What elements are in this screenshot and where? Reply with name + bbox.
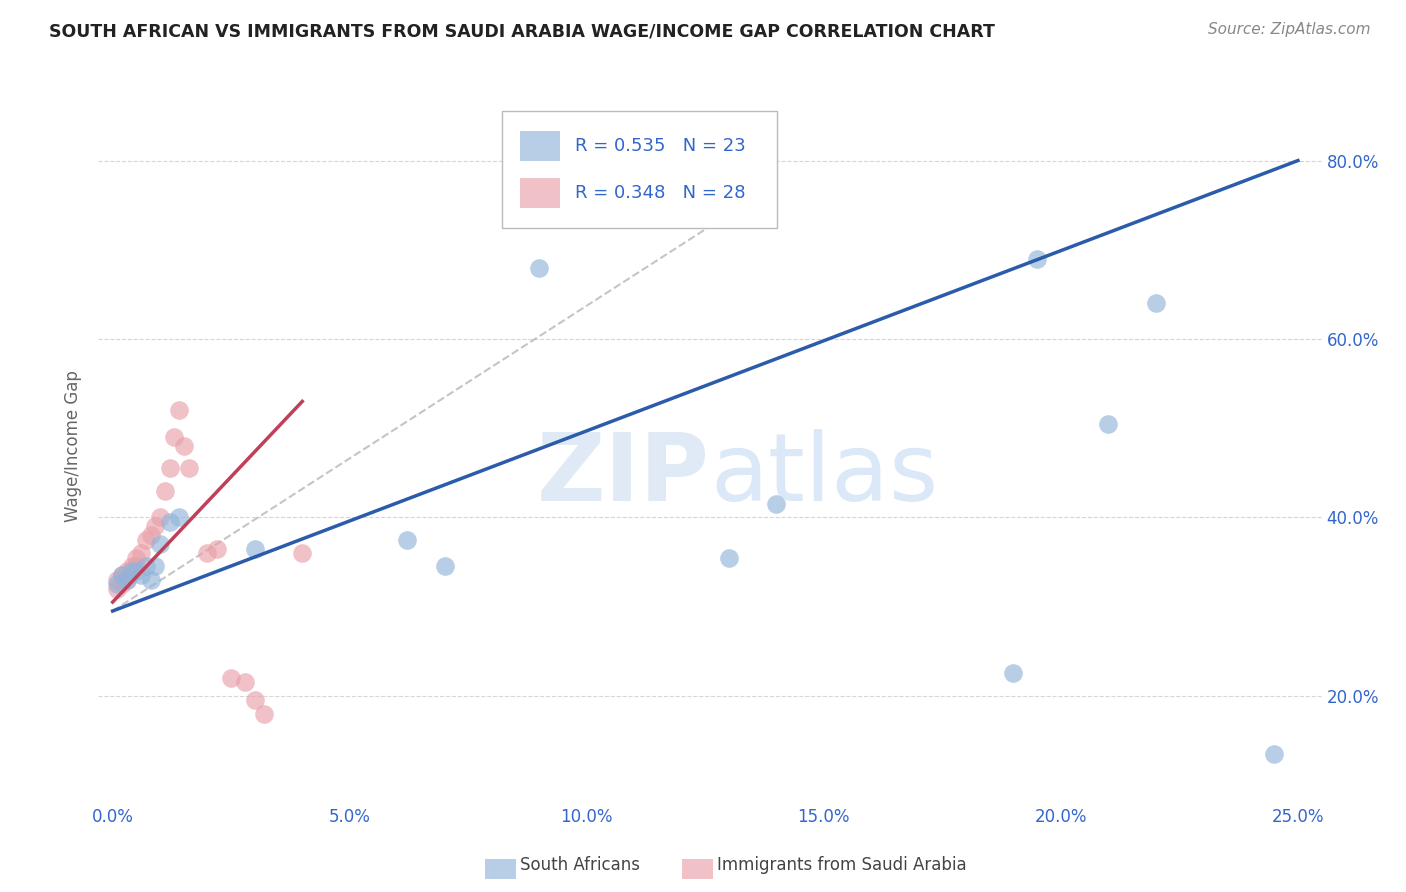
Point <box>111 577 134 591</box>
Point <box>125 559 148 574</box>
Point <box>291 546 314 560</box>
Text: South Africans: South Africans <box>520 856 640 874</box>
Point <box>173 439 195 453</box>
Point <box>149 510 172 524</box>
Point <box>253 706 276 721</box>
Point <box>105 582 128 596</box>
Point <box>243 541 266 556</box>
Point <box>219 671 242 685</box>
Point <box>163 430 186 444</box>
Point <box>717 550 740 565</box>
FancyBboxPatch shape <box>520 131 560 161</box>
Point <box>143 559 166 574</box>
Point <box>135 559 157 574</box>
Point <box>105 577 128 591</box>
Point <box>121 564 143 578</box>
Text: ZIP: ZIP <box>537 428 710 521</box>
Point <box>153 483 176 498</box>
Point <box>1263 747 1285 761</box>
Point <box>129 546 152 560</box>
Point <box>115 564 138 578</box>
Point <box>1002 666 1025 681</box>
Point <box>111 568 134 582</box>
Point <box>243 693 266 707</box>
Point <box>125 550 148 565</box>
Point <box>105 573 128 587</box>
FancyBboxPatch shape <box>502 111 778 228</box>
Point <box>125 564 148 578</box>
Point <box>765 497 787 511</box>
Text: R = 0.348   N = 28: R = 0.348 N = 28 <box>575 184 747 202</box>
Point <box>177 461 200 475</box>
Text: Source: ZipAtlas.com: Source: ZipAtlas.com <box>1208 22 1371 37</box>
Point <box>167 510 190 524</box>
Text: R = 0.535   N = 23: R = 0.535 N = 23 <box>575 137 747 155</box>
Point <box>159 515 181 529</box>
Point <box>115 573 138 587</box>
Point <box>121 559 143 574</box>
Point <box>111 568 134 582</box>
Point <box>135 533 157 547</box>
Point <box>115 573 138 587</box>
Point <box>167 403 190 417</box>
Point <box>129 568 152 582</box>
Point <box>433 559 456 574</box>
Text: Immigrants from Saudi Arabia: Immigrants from Saudi Arabia <box>717 856 967 874</box>
Text: SOUTH AFRICAN VS IMMIGRANTS FROM SAUDI ARABIA WAGE/INCOME GAP CORRELATION CHART: SOUTH AFRICAN VS IMMIGRANTS FROM SAUDI A… <box>49 22 995 40</box>
Point <box>149 537 172 551</box>
Y-axis label: Wage/Income Gap: Wage/Income Gap <box>65 370 83 522</box>
Text: atlas: atlas <box>710 428 938 521</box>
Point <box>395 533 418 547</box>
FancyBboxPatch shape <box>520 178 560 208</box>
Point <box>143 519 166 533</box>
Point <box>529 260 551 275</box>
Point <box>1026 252 1049 266</box>
Point <box>121 564 143 578</box>
Point <box>1144 296 1167 310</box>
Point <box>139 573 162 587</box>
Point <box>1097 417 1119 431</box>
Point <box>159 461 181 475</box>
Point <box>139 528 162 542</box>
Point <box>205 541 228 556</box>
Point <box>235 675 257 690</box>
Point <box>197 546 219 560</box>
